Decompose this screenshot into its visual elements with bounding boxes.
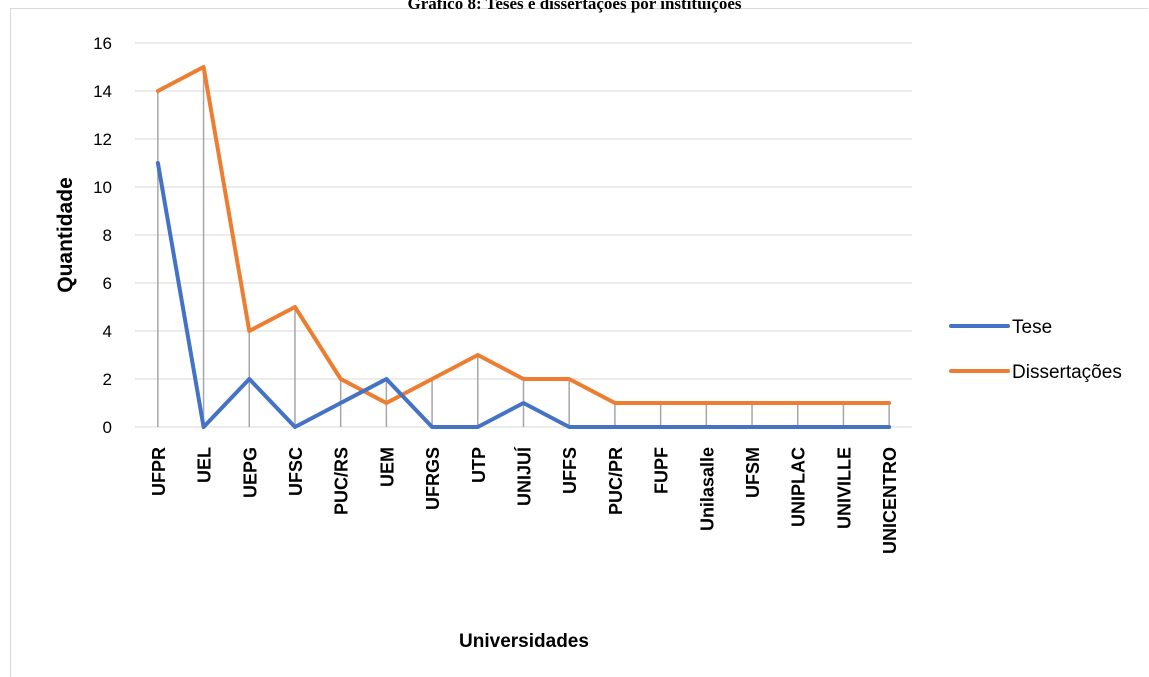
x-tick-label: UNIPLAC [789, 447, 809, 527]
y-tick-label: 16 [93, 34, 112, 53]
x-tick-label: UEL [195, 447, 215, 483]
x-tick-label: PUC/PR [606, 447, 626, 515]
chart-title: Gráfico 8: Teses e dissertações por inst… [407, 0, 742, 13]
series-lines [155, 65, 892, 429]
gridlines [135, 42, 912, 428]
x-tick-label: UNIJUÍ [514, 446, 535, 506]
chart-frame [10, 8, 1148, 677]
x-tick-label: UEM [377, 447, 397, 487]
drop-lines [157, 67, 890, 427]
x-tick-label: UFSC [286, 447, 306, 496]
x-tick-label: UFRGS [423, 447, 443, 510]
legend: Tese Dissertações [949, 317, 1122, 383]
x-tick-label: PUC/RS [332, 447, 352, 515]
x-tick-label: UTP [469, 447, 489, 483]
y-tick-label: 0 [103, 418, 112, 437]
x-axis-label: Universidades [459, 631, 589, 652]
x-tick-label: Unilasalle [697, 447, 717, 531]
series-line [155, 65, 892, 405]
x-tick-label: UEPG [240, 447, 260, 498]
y-tick-label: 14 [93, 82, 112, 101]
x-tick-label: UFFS [560, 447, 580, 494]
legend-label: Tese [1012, 317, 1052, 338]
y-axis-label: Quantidade [54, 177, 77, 293]
series-line [155, 161, 892, 429]
x-axis-ticks: UFPR UEL UEPG UFSC PUC/RS UEM UFRGS UTP UNIJUÍ UF… [149, 446, 900, 554]
y-tick-label: 2 [103, 370, 112, 389]
y-tick-label: 12 [93, 130, 112, 149]
y-tick-label: 6 [103, 274, 112, 293]
y-tick-label: 10 [93, 178, 112, 197]
y-axis-ticks: 0 2 4 6 8 10 12 14 16 [93, 34, 112, 437]
x-tick-label: UFPR [149, 447, 169, 496]
x-tick-label: FUPF [652, 447, 672, 494]
legend-label: Dissertações [1012, 362, 1122, 383]
y-tick-label: 8 [103, 226, 112, 245]
y-tick-label: 4 [103, 322, 112, 341]
x-tick-label: UFSM [743, 447, 763, 498]
x-tick-label: UNICENTRO [880, 447, 900, 554]
x-tick-label: UNIVILLE [834, 447, 854, 529]
